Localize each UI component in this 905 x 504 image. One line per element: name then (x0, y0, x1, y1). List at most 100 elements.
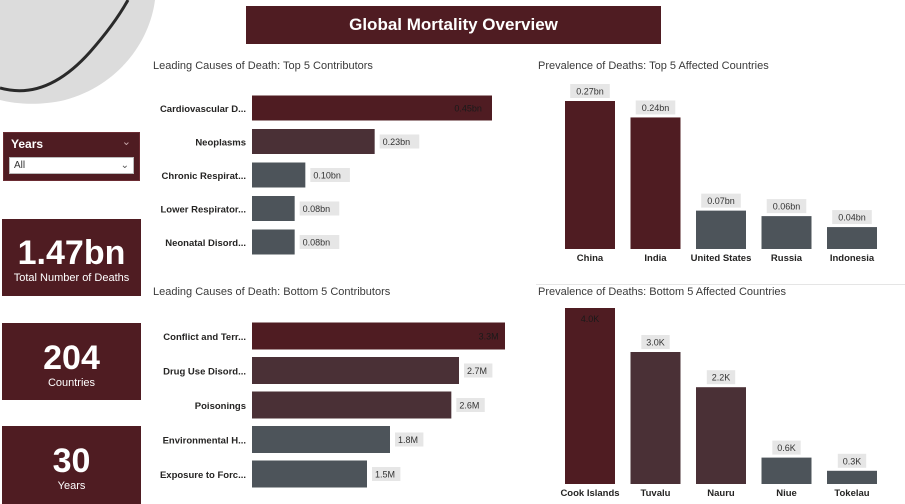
category-label: Cook Islands (560, 488, 619, 499)
bar (252, 357, 459, 384)
data-label-bg (706, 370, 736, 385)
bar (761, 216, 812, 249)
category-label: China (577, 253, 604, 264)
bar (252, 426, 390, 453)
category-label: Poisonings (195, 401, 246, 412)
data-label: 0.45bn (454, 104, 482, 114)
page-title: Global Mortality Overview (246, 6, 661, 44)
data-label-bg (641, 335, 670, 349)
data-label-bg (570, 84, 610, 98)
category-label: Chronic Respirat... (162, 171, 246, 182)
kpi-label: Years (57, 480, 86, 492)
chart-title-top-countries: Prevalence of Deaths: Top 5 Affected Cou… (538, 60, 769, 72)
category-label: Cardiovascular D... (160, 104, 246, 115)
data-label: 0.06bn (773, 202, 801, 212)
data-label: 0.10bn (313, 171, 341, 181)
data-label: 2.2K (712, 373, 731, 383)
bar (252, 162, 306, 188)
data-label-bg (379, 134, 420, 149)
slicer-label: Years (11, 137, 44, 151)
data-label-bg (310, 168, 350, 182)
bar (252, 196, 295, 221)
category-label: Tokelau (834, 488, 869, 499)
bar (252, 229, 295, 255)
bar (696, 387, 746, 484)
category-label: Indonesia (830, 253, 875, 264)
data-label-bg (701, 193, 741, 208)
data-label-bg (299, 235, 340, 249)
kpi-card-total-deaths: 1.47bn Total Number of Deaths (2, 219, 141, 296)
kpi-label: Total Number of Deaths (13, 272, 130, 284)
data-label: 3.3M (479, 332, 499, 342)
bar (252, 460, 367, 488)
category-label: Tuvalu (641, 488, 671, 499)
chart-title-top-causes: Leading Causes of Death: Top 5 Contribut… (153, 60, 373, 72)
data-label: 2.6M (459, 401, 479, 411)
category-label: Neonatal Disord... (165, 238, 246, 249)
bar (252, 391, 452, 419)
years-dropdown[interactable]: All ⌄ (9, 157, 134, 174)
data-label: 2.7M (467, 366, 487, 376)
years-slicer[interactable]: Years ⌄ All ⌄ (3, 132, 140, 181)
data-label: 1.8M (398, 435, 418, 445)
decorative-swoosh (0, 0, 155, 104)
kpi-card-years: 30 Years (2, 426, 141, 504)
data-label: 0.08bn (303, 204, 331, 214)
category-label: Drug Use Disord... (163, 367, 246, 378)
bar (761, 457, 812, 484)
kpi-value: 1.47bn (17, 234, 126, 272)
bar (827, 227, 877, 249)
data-label-bg (372, 467, 401, 481)
category-label: Conflict and Terr... (163, 332, 246, 343)
kpi-label: Countries (47, 377, 96, 389)
category-label: Exposure to Forc... (160, 470, 246, 481)
bar (696, 210, 746, 249)
divider (536, 284, 905, 285)
kpi-value: 30 (52, 442, 91, 480)
chevron-down-icon: ⌄ (120, 160, 129, 171)
category-label: Neoplasms (195, 138, 246, 149)
data-label-bg (635, 100, 676, 115)
bar (827, 470, 877, 484)
category-label: United States (691, 253, 752, 264)
data-label-bg (464, 363, 493, 378)
data-label-bg (766, 199, 807, 214)
data-label: 0.6K (777, 443, 796, 453)
chevron-down-icon[interactable]: ⌄ (121, 136, 131, 148)
chart-title-bottom-countries: Prevalence of Deaths: Bottom 5 Affected … (538, 286, 787, 298)
data-label-bg (837, 453, 867, 468)
kpi-card-countries: 204 Countries (2, 323, 141, 400)
dropdown-value: All (14, 160, 26, 171)
bar (252, 95, 492, 121)
data-label: 1.5M (375, 470, 395, 480)
bar (630, 352, 681, 484)
category-label: Niue (776, 488, 797, 499)
data-label: 0.23bn (383, 137, 411, 147)
data-label-bg (299, 201, 340, 216)
data-label: 0.27bn (576, 87, 604, 97)
data-label: 0.08bn (303, 238, 331, 248)
category-label: Lower Respirator... (160, 205, 246, 216)
data-label: 4.0K (581, 314, 600, 324)
data-label-bg (832, 210, 872, 225)
data-label-bg (456, 398, 485, 412)
data-label: 0.07bn (707, 196, 735, 206)
bar (630, 117, 681, 249)
bar (565, 308, 615, 484)
bar (565, 101, 615, 249)
bar (252, 322, 505, 350)
data-label: 0.24bn (642, 103, 670, 113)
data-label: 0.3K (843, 456, 862, 466)
category-label: Russia (771, 253, 803, 264)
data-label-bg (772, 440, 801, 455)
data-label-bg (395, 432, 424, 447)
category-label: India (644, 253, 667, 264)
data-label: 3.0K (646, 338, 665, 348)
bar (252, 129, 375, 154)
chart-title-bottom-causes: Leading Causes of Death: Bottom 5 Contri… (153, 286, 391, 298)
category-label: Nauru (707, 488, 735, 499)
kpi-value: 204 (43, 339, 100, 377)
data-label: 0.04bn (838, 213, 866, 223)
category-label: Environmental H... (163, 436, 246, 447)
